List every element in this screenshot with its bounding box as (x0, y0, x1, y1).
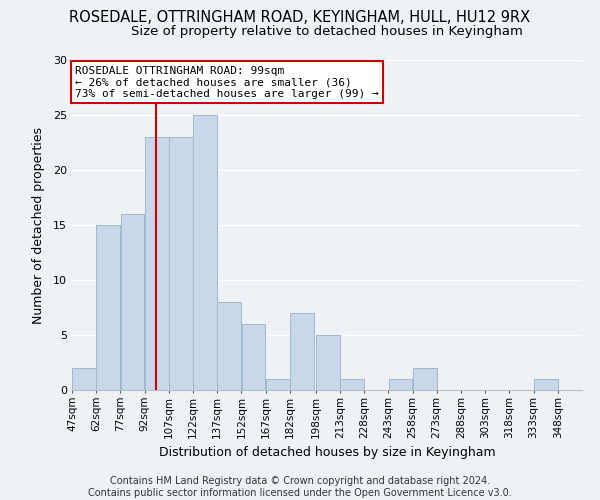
X-axis label: Distribution of detached houses by size in Keyingham: Distribution of detached houses by size … (158, 446, 496, 459)
Text: ROSEDALE OTTRINGHAM ROAD: 99sqm
← 26% of detached houses are smaller (36)
73% of: ROSEDALE OTTRINGHAM ROAD: 99sqm ← 26% of… (75, 66, 379, 98)
Bar (242, 324, 265, 390)
Bar (266, 379, 290, 390)
Title: Size of property relative to detached houses in Keyingham: Size of property relative to detached ho… (131, 25, 523, 38)
Bar (97, 225, 120, 390)
Bar (193, 115, 217, 390)
Bar (217, 302, 241, 390)
Bar (121, 214, 145, 390)
Bar (413, 368, 437, 390)
Bar (145, 137, 169, 390)
Y-axis label: Number of detached properties: Number of detached properties (32, 126, 44, 324)
Bar (534, 379, 557, 390)
Bar (72, 368, 96, 390)
Text: ROSEDALE, OTTRINGHAM ROAD, KEYINGHAM, HULL, HU12 9RX: ROSEDALE, OTTRINGHAM ROAD, KEYINGHAM, HU… (70, 10, 530, 25)
Bar (316, 335, 340, 390)
Bar (290, 313, 314, 390)
Text: Contains HM Land Registry data © Crown copyright and database right 2024.
Contai: Contains HM Land Registry data © Crown c… (88, 476, 512, 498)
Bar (389, 379, 412, 390)
Bar (169, 137, 193, 390)
Bar (340, 379, 364, 390)
